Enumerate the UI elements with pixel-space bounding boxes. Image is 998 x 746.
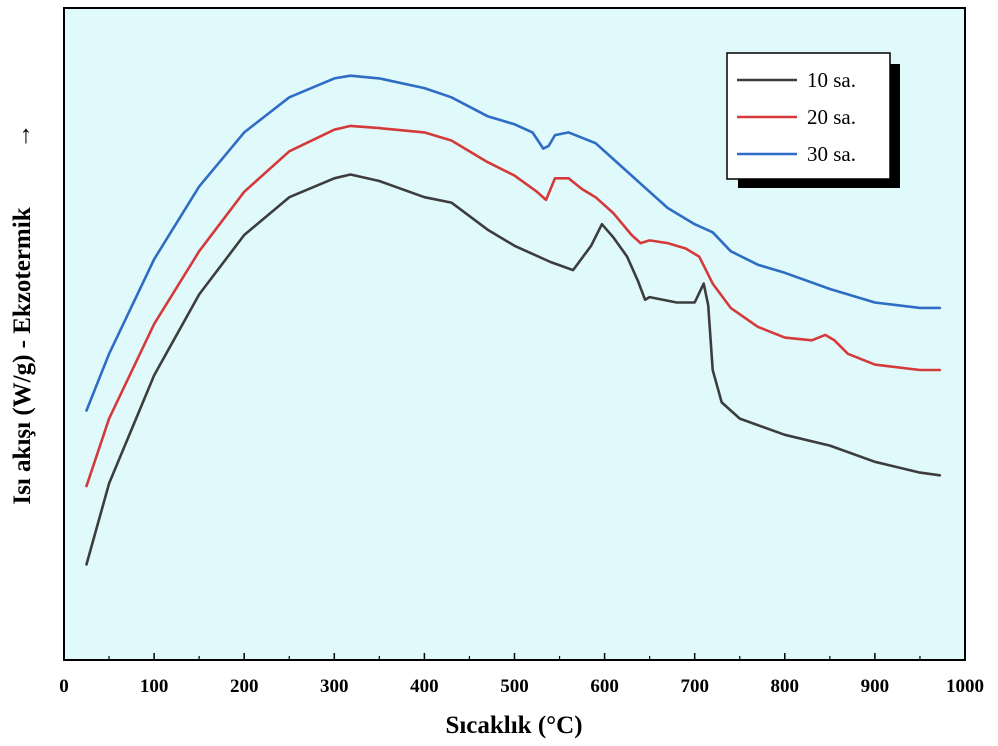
- x-axis-title: Sıcaklık (°C): [445, 712, 582, 739]
- x-tick-label: 900: [861, 676, 890, 697]
- x-tick-label: 400: [410, 676, 439, 697]
- series-line-1: [85, 173, 942, 566]
- x-tick-label: 800: [771, 676, 800, 697]
- series-lines: [85, 74, 942, 566]
- x-tick-label: 600: [590, 676, 619, 697]
- x-tick-label: 700: [680, 676, 709, 697]
- x-tick-label: 0: [59, 676, 69, 697]
- legend-label: 20 sa.: [807, 105, 856, 129]
- x-tick-label: 1000: [946, 676, 984, 697]
- legend-items: 10 sa. 20 sa. 30 sa.: [737, 68, 856, 166]
- x-tick-label: 500: [500, 676, 529, 697]
- y-axis-title: Isı akışı (W/g) - Ekzotermik: [9, 207, 36, 504]
- legend-label: 10 sa.: [807, 68, 856, 92]
- y-axis-arrow: →: [9, 124, 36, 149]
- x-tick-label: 100: [140, 676, 169, 697]
- legend: 10 sa. 20 sa. 30 sa.: [726, 52, 900, 188]
- series-line-3: [85, 74, 942, 412]
- x-tick-label: 300: [320, 676, 349, 697]
- x-tick-label: 200: [230, 676, 259, 697]
- series-line-2: [85, 124, 942, 488]
- x-axis-ticks: 0 100 200 300 400 500 600 700 800 900 1000: [59, 653, 984, 697]
- legend-label: 30 sa.: [807, 142, 856, 166]
